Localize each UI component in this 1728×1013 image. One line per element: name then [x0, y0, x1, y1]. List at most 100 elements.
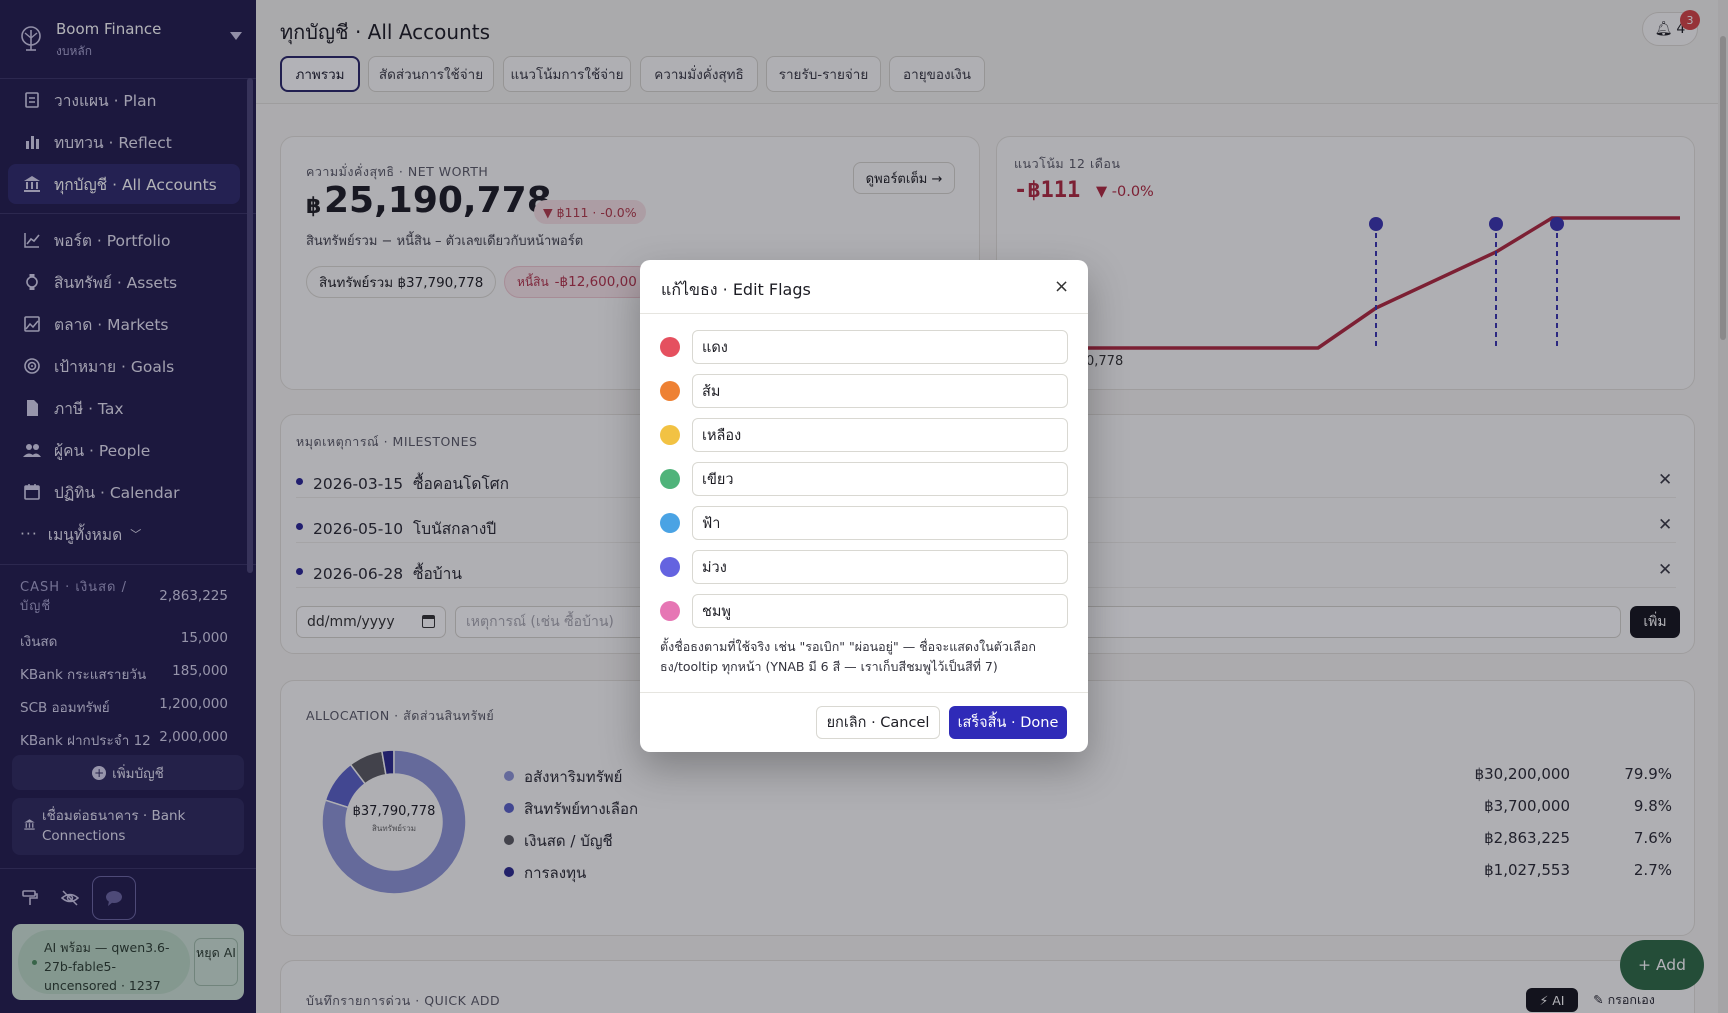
book-switcher[interactable]: Boom Finance งบหลัก: [16, 18, 244, 62]
sidebar-item-label: ทุกบัญชี · All Accounts: [54, 175, 217, 194]
dialog-help-text: ตั้งชื่อธงตามที่ใช้จริง เช่น "รอเบิก" "ผ…: [660, 639, 1036, 674]
donut-slice[interactable]: [321, 749, 467, 895]
legend-value: ฿2,863,225: [1484, 829, 1570, 847]
account-row[interactable]: KBank กระแสรายวัน 185,000: [20, 663, 228, 685]
view-portfolio-button[interactable]: ดูพอร์ตเต็ม →: [853, 162, 955, 194]
add-fab-button[interactable]: + Add: [1620, 940, 1704, 990]
tab-net-worth[interactable]: ความมั่งคั่งสุทธิ: [640, 56, 758, 92]
sidebar-item-assets[interactable]: สินทรัพย์ · Assets: [8, 262, 240, 302]
allocation-label: ALLOCATION · สัดส่วนสินทรัพย์: [306, 708, 495, 723]
sidebar-item-markets[interactable]: ตลาด · Markets: [8, 304, 240, 344]
sidebar-item-people[interactable]: ผู้คน · People: [8, 430, 240, 470]
ai-stop-button[interactable]: หยุด AI: [194, 938, 238, 986]
close-icon[interactable]: ✕: [1658, 560, 1673, 580]
add-account-button[interactable]: + เพิ่มบัญชี: [12, 755, 244, 790]
chevron-down-icon: ﹀: [130, 528, 142, 541]
milestone-date-input[interactable]: dd/mm/yyyy: [296, 606, 446, 638]
bank-icon: [22, 174, 42, 194]
sidebar-item-tax[interactable]: ภาษี · Tax: [8, 388, 240, 428]
chevron-down-icon: [230, 32, 242, 40]
cash-group-total: 2,863,225: [159, 588, 228, 604]
donut-center-label: สินทรัพย์รวม: [372, 824, 416, 833]
tab-overview[interactable]: ภาพรวม: [280, 56, 360, 92]
flag-row-green: เขียว: [660, 462, 1068, 496]
sidebar-item-label: พอร์ต · Portfolio: [54, 231, 171, 250]
sidebar-scrollbar[interactable]: [247, 78, 253, 573]
sidebar-item-plan[interactable]: วางแผน · Plan: [8, 80, 240, 120]
milestone-dot: [296, 478, 303, 485]
tab-spending-trend[interactable]: แนวโน้มการใช้จ่าย: [503, 56, 631, 92]
sidebar-item-label: ภาษี · Tax: [54, 399, 124, 418]
notification-badge: 3: [1680, 10, 1700, 30]
close-icon[interactable]: ✕: [1658, 470, 1673, 490]
cash-group-label[interactable]: CASH · เงินสด / บัญชี: [20, 580, 127, 614]
flag-color-swatch[interactable]: [660, 469, 680, 489]
edit-flags-dialog: แก้ไขธง · Edit Flags × แดง ส้ม เหลือง เข…: [640, 260, 1088, 752]
account-row[interactable]: SCB ออมทรัพย์ 1,200,000: [20, 696, 228, 718]
allocation-donut-chart: [321, 749, 467, 895]
sidebar-item-calendar[interactable]: ปฏิทิน · Calendar: [8, 472, 240, 512]
legend-swatch: [504, 867, 514, 877]
legend-value: ฿30,200,000: [1474, 765, 1570, 783]
flag-name-input[interactable]: เหลือง: [692, 418, 1068, 452]
add-milestone-button[interactable]: เพิ่ม: [1630, 606, 1680, 638]
flag-name-input[interactable]: ชมพู: [692, 594, 1068, 628]
flag-name-input[interactable]: ม่วง: [692, 550, 1068, 584]
sidebar-item-label: วางแผน · Plan: [54, 91, 157, 110]
sidebar-item-portfolio[interactable]: พอร์ต · Portfolio: [8, 220, 240, 260]
quick-add-ai-button[interactable]: ⚡ AI: [1526, 988, 1578, 1012]
cancel-button[interactable]: ยกเลิก · Cancel: [816, 706, 940, 739]
tab-income-expense[interactable]: รายรับ-รายจ่าย: [766, 56, 881, 92]
flag-name-input[interactable]: ส้ม: [692, 374, 1068, 408]
page-scrollbar[interactable]: [1718, 0, 1728, 1013]
legend-swatch: [504, 803, 514, 813]
eye-off-icon[interactable]: [48, 876, 92, 920]
page-title: ทุกบัญชี · All Accounts: [280, 20, 490, 44]
flag-color-swatch[interactable]: [660, 381, 680, 401]
legend-value: ฿3,700,000: [1484, 797, 1570, 815]
flag-color-swatch[interactable]: [660, 601, 680, 621]
app-name: Boom Finance: [56, 20, 162, 38]
tab-spending-share[interactable]: สัดส่วนการใช้จ่าย: [368, 56, 494, 92]
sidebar-divider: [0, 868, 256, 869]
donut-hole: [352, 780, 436, 864]
allocation-legend-item: อสังหาริมทรัพย์ ฿30,200,000 79.9%: [504, 765, 1672, 787]
account-row[interactable]: เงินสด 15,000: [20, 630, 228, 652]
legend-name: สินทรัพย์ทางเลือก: [524, 800, 639, 818]
sidebar-item-reflect[interactable]: ทบทวน · Reflect: [8, 122, 240, 162]
flag-row-pink: ชมพู: [660, 594, 1068, 628]
scrollbar-thumb[interactable]: [1720, 36, 1726, 340]
sidebar-item-all-accounts[interactable]: ทุกบัญชี · All Accounts: [8, 164, 240, 204]
people-icon: [22, 440, 42, 460]
page-header: [256, 0, 1728, 104]
sidebar-item-goals[interactable]: เป้าหมาย · Goals: [8, 346, 240, 386]
chat-bubble-icon[interactable]: [92, 876, 136, 920]
flag-name-input[interactable]: ฟ้า: [692, 506, 1068, 540]
flag-name-input[interactable]: เขียว: [692, 462, 1068, 496]
close-icon[interactable]: ×: [1054, 276, 1070, 297]
milestone-date: 2026-06-28: [313, 565, 404, 583]
quick-add-manual-button[interactable]: ✎ กรอกเอง: [1593, 992, 1655, 1007]
bank-connections-button[interactable]: เชื่อมต่อธนาคาร · Bank Connections: [12, 798, 244, 855]
milestone-title: ซื้อคอนโดโศก: [412, 475, 509, 493]
tab-age-of-money[interactable]: อายุของเงิน: [889, 56, 985, 92]
add-account-label: เพิ่มบัญชี: [112, 765, 164, 782]
sidebar-item-all-menu[interactable]: ··· เมนูทั้งหมด ﹀: [8, 514, 240, 554]
done-button[interactable]: เสร็จสิ้น · Done: [949, 706, 1067, 739]
account-amount: 15,000: [180, 630, 228, 646]
flag-row-orange: ส้ม: [660, 374, 1068, 408]
legend-swatch: [504, 835, 514, 845]
image-icon: [22, 314, 42, 334]
allocation-legend-item: เงินสด / บัญชี ฿2,863,225 7.6%: [504, 829, 1672, 851]
close-icon[interactable]: ✕: [1658, 515, 1673, 535]
flag-color-swatch[interactable]: [660, 557, 680, 577]
flag-name-input[interactable]: แดง: [692, 330, 1068, 364]
flag-color-swatch[interactable]: [660, 425, 680, 445]
flag-color-swatch[interactable]: [660, 513, 680, 533]
paint-roller-icon[interactable]: [8, 876, 52, 920]
donut-center-value: ฿37,790,778: [352, 804, 436, 819]
net-worth-label: ความมั่งคั่งสุทธิ · NET WORTH: [306, 164, 489, 179]
flag-color-swatch[interactable]: [660, 337, 680, 357]
sidebar-divider: [0, 213, 256, 214]
milestone-text: 2026-03-15 ซื้อคอนโดโศก: [313, 471, 509, 496]
